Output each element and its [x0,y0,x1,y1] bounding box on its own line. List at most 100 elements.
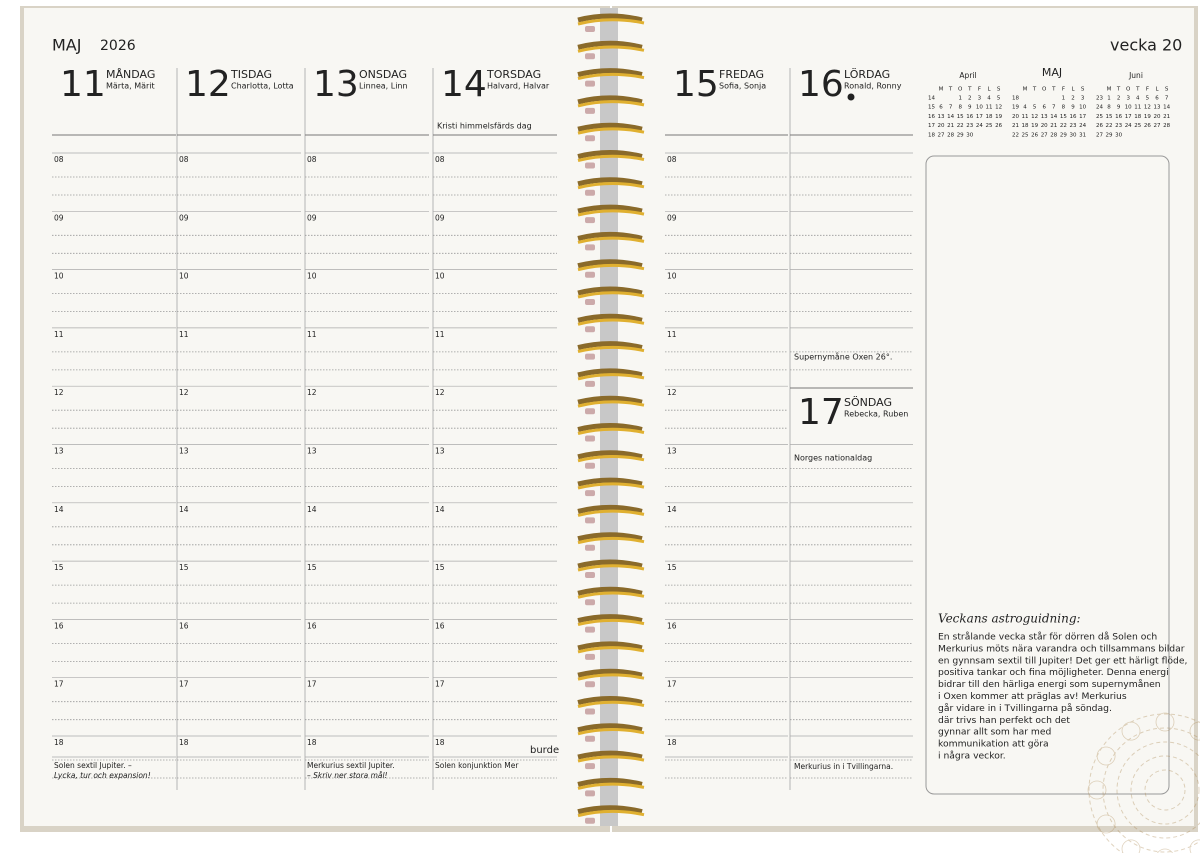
day-names: Ronald, Ronny [844,82,902,91]
calendar-day: 22 [1106,123,1113,129]
astro-line: gynnar allt som har med [938,727,1051,738]
calendar-day: 31 [1079,132,1086,138]
spiral-ring [577,750,643,760]
calendar-day: 5 [997,96,1001,102]
hour-label: 16 [435,621,445,630]
calendar-week: 20 [1012,114,1019,120]
calendar-week: 18 [928,132,935,138]
spiral-hole [585,517,595,524]
calendar-day: 24 [1079,123,1086,129]
calendar-weekday: T [948,87,953,93]
day-number: 17 [798,392,844,433]
spiral-ring [577,782,645,790]
spiral-hole [585,107,595,114]
calendar-day: 4 [1136,96,1140,102]
astro-line: går vidare in i Tvillingarna på söndag. [938,703,1112,714]
calendar-day: 2 [1117,96,1121,102]
calendar-weekday: O [1042,87,1047,93]
spiral-ring [577,345,645,354]
mandala-petal [1121,839,1141,853]
calendar-day: 12 [1144,105,1151,111]
spiral-ring [577,477,643,487]
mandala-ring [1144,769,1186,811]
spiral-hole [585,217,595,224]
spiral-ring [577,536,645,545]
hour-label: 08 [667,155,677,164]
spiral-hole [585,599,595,606]
mandala-ring [1088,713,1200,853]
weekday: ONSDAG [359,68,407,81]
weekday: TORSDAG [486,68,541,81]
spiral-ring [577,13,643,23]
spiral-ring [577,614,643,624]
spiral-ring [577,40,643,50]
calendar-day: 12 [1031,114,1038,120]
spiral-hole [585,790,595,797]
calendar-week: 16 [928,114,935,120]
mandala-petal [1096,814,1116,834]
calendar-day: 27 [1041,132,1048,138]
hour-label: 17 [667,680,677,689]
calendar-week: 26 [1096,123,1103,129]
calendar-day: 24 [976,123,983,129]
spiral-ring [577,809,645,818]
hour-label: 10 [435,272,445,281]
calendar-weekday: M [939,87,944,93]
spiral-hole [585,299,595,305]
year: 2026 [100,38,136,54]
calendar-day: 1 [1107,96,1111,102]
calendar-weekday: S [1081,87,1085,93]
spiral-ring [577,395,643,405]
spiral-ring [577,423,643,432]
hour-label: 14 [435,505,445,514]
calendar-weekday: T [1032,87,1037,93]
hour-label: 14 [54,505,64,514]
mandala-ring [1116,741,1200,839]
spiral-ring [577,450,643,460]
day-names: Charlotta, Lotta [231,82,294,91]
day-names: Sofia, Sonja [719,82,766,91]
spiral-hole [585,326,595,333]
hour-label: 08 [179,155,189,164]
hour-label: 16 [307,621,317,630]
calendar-day: 23 [1115,123,1122,129]
calendar-day: 9 [1117,105,1121,111]
hour-label: 14 [307,505,317,514]
spiral-ring [577,559,643,569]
mandala-petal [1189,839,1200,853]
calendar-day: 27 [938,132,945,138]
mandala-petal [1121,721,1141,741]
spiral-ring [577,45,645,53]
spiral-ring [577,286,643,296]
calendar-day: 18 [986,114,993,120]
spiral-ring [577,373,645,381]
calendar-weekday: S [1165,87,1169,93]
calendar-day: 5 [1146,96,1150,102]
hour-label: 14 [179,505,189,514]
hour-label: 13 [179,447,189,456]
spiral-hole [585,544,595,551]
spiral-hole [585,681,595,688]
calendar-day: 27 [1154,123,1161,129]
calendar-day: 15 [957,114,964,120]
spiral-hole [585,653,595,660]
spiral-ring [577,777,643,787]
spiral-ring [577,532,643,542]
hour-label: 17 [435,680,445,689]
calendar-day: 4 [987,96,991,102]
moon-note: Supernymåne Oxen 26°. [794,352,892,362]
spiral [577,13,645,824]
calendar-day: 29 [957,132,964,138]
calendar-day: 24 [1125,123,1132,129]
calendar-day: 23 [966,123,973,129]
astro-box [925,155,1170,795]
hour-label: 11 [179,330,189,339]
weekday: LÖRDAG [844,68,890,81]
calendar-day: 18 [1134,114,1141,120]
footer-note: Merkurius in i Tvillingarna. [794,762,893,771]
calendar-day: 15 [1106,114,1113,120]
spiral-ring [577,482,645,490]
calendar-week: 23 [1096,96,1103,102]
calendar-weekday: M [1023,87,1028,93]
